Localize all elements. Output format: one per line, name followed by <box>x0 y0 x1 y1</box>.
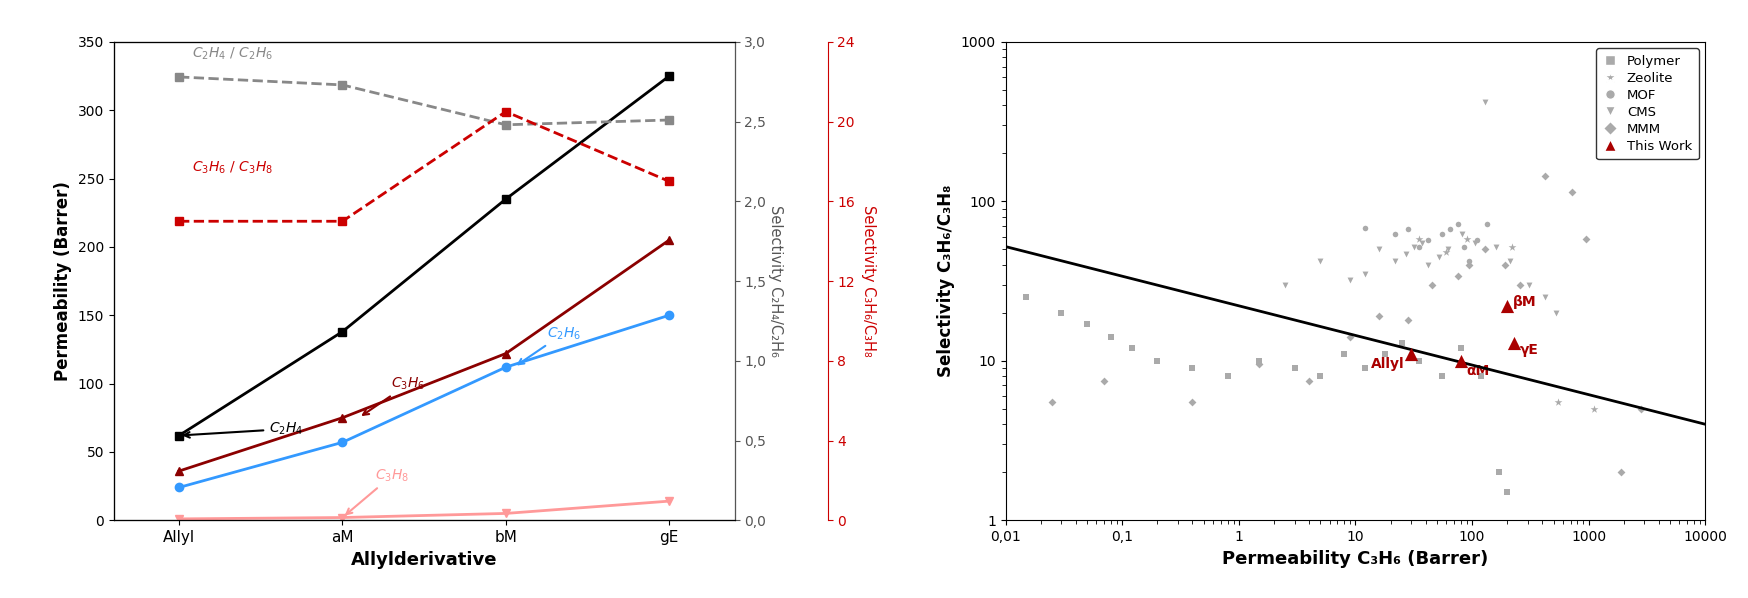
X-axis label: Allylderivative: Allylderivative <box>351 551 496 569</box>
Point <box>1365 312 1393 321</box>
Point <box>1446 356 1474 365</box>
Point <box>1493 487 1521 497</box>
Point <box>1530 171 1557 181</box>
Text: αM: αM <box>1465 364 1489 377</box>
Point <box>1540 308 1568 318</box>
Point <box>1306 257 1334 266</box>
Text: γE: γE <box>1519 343 1538 357</box>
Point <box>1096 332 1124 342</box>
Y-axis label: Permeability (Barrer): Permeability (Barrer) <box>54 181 72 381</box>
Point <box>1407 238 1435 248</box>
Text: $C_2H_4$: $C_2H_4$ <box>184 421 302 438</box>
Point <box>1335 276 1363 285</box>
Point <box>1393 224 1421 234</box>
Point <box>1393 315 1421 325</box>
Point <box>1370 349 1398 359</box>
Point <box>1449 242 1477 251</box>
Point <box>1442 271 1470 281</box>
Point <box>1414 260 1442 270</box>
Point <box>1294 376 1321 386</box>
Point <box>1493 301 1521 311</box>
Point <box>1271 280 1299 289</box>
Point <box>1446 343 1474 353</box>
Text: $C_3H_8$: $C_3H_8$ <box>346 467 409 514</box>
X-axis label: Permeability C₃H₆ (Barrer): Permeability C₃H₆ (Barrer) <box>1222 550 1488 568</box>
Point <box>1280 364 1308 373</box>
Point <box>1557 187 1585 196</box>
Point <box>1426 230 1454 239</box>
Point <box>1388 338 1416 347</box>
Point <box>1418 280 1446 289</box>
Point <box>1425 252 1453 261</box>
Point <box>1433 245 1461 254</box>
Point <box>1454 260 1482 270</box>
Point <box>1442 219 1470 229</box>
Text: Allyl: Allyl <box>1370 357 1404 371</box>
Point <box>1571 234 1599 244</box>
Point <box>1381 230 1409 239</box>
Point <box>1505 280 1533 289</box>
Point <box>1453 234 1481 244</box>
Point <box>1606 468 1634 477</box>
Point <box>1514 280 1542 289</box>
Point <box>1073 319 1101 329</box>
Point <box>1178 364 1206 373</box>
Point <box>1447 230 1475 239</box>
Point <box>1349 364 1377 373</box>
Point <box>1089 376 1117 386</box>
Point <box>1467 371 1495 381</box>
Point <box>1391 249 1419 258</box>
Text: $C_2H_4$ / $C_2H_6$: $C_2H_4$ / $C_2H_6$ <box>192 46 273 62</box>
Text: $C_3H_6$: $C_3H_6$ <box>364 376 425 415</box>
Point <box>1117 343 1145 353</box>
Point <box>1365 245 1393 254</box>
Y-axis label: Selectivity C₃H₆/C₃H₈: Selectivity C₃H₆/C₃H₈ <box>860 205 876 357</box>
Point <box>1495 257 1523 266</box>
Point <box>1047 308 1075 318</box>
Point <box>1626 404 1654 414</box>
Point <box>1460 238 1488 248</box>
Point <box>1038 398 1066 407</box>
Text: $C_3H_6$ / $C_3H_8$: $C_3H_6$ / $C_3H_8$ <box>192 160 273 176</box>
Point <box>1178 398 1206 407</box>
Point <box>1426 371 1454 381</box>
Point <box>1381 257 1409 266</box>
Point <box>1461 236 1489 245</box>
Point <box>1404 356 1432 365</box>
Point <box>1349 269 1377 279</box>
Point <box>1578 404 1606 414</box>
Point <box>1470 97 1498 106</box>
Point <box>1404 234 1432 244</box>
Point <box>1306 371 1334 381</box>
Y-axis label: Selectivity C₃H₆/C₃H₈: Selectivity C₃H₆/C₃H₈ <box>937 185 954 377</box>
Point <box>1245 356 1273 365</box>
Point <box>1400 242 1428 251</box>
Point <box>1404 242 1432 251</box>
Text: $C_2H_6$: $C_2H_6$ <box>517 325 580 364</box>
Point <box>1484 468 1512 477</box>
Point <box>1481 242 1509 251</box>
Point <box>1414 236 1442 245</box>
Point <box>1349 223 1377 233</box>
Point <box>1330 349 1358 359</box>
Point <box>1432 248 1460 257</box>
Y-axis label: Selectivity C₂H₄/C₂H₆: Selectivity C₂H₄/C₂H₆ <box>767 205 783 357</box>
Point <box>1470 245 1498 254</box>
Point <box>1435 224 1463 234</box>
Point <box>1543 398 1571 407</box>
Legend: Polymer, Zeolite, MOF, CMS, MMM, This Work: Polymer, Zeolite, MOF, CMS, MMM, This Wo… <box>1596 48 1697 160</box>
Point <box>1496 242 1524 251</box>
Point <box>1213 371 1241 381</box>
Point <box>1397 349 1425 359</box>
Point <box>1245 359 1273 369</box>
Point <box>1489 260 1517 270</box>
Point <box>1335 332 1363 342</box>
Point <box>1143 356 1171 365</box>
Point <box>1472 219 1500 229</box>
Point <box>1012 292 1040 302</box>
Point <box>1454 257 1482 266</box>
Point <box>1530 292 1557 302</box>
Text: βM: βM <box>1512 295 1536 309</box>
Point <box>1500 338 1528 347</box>
